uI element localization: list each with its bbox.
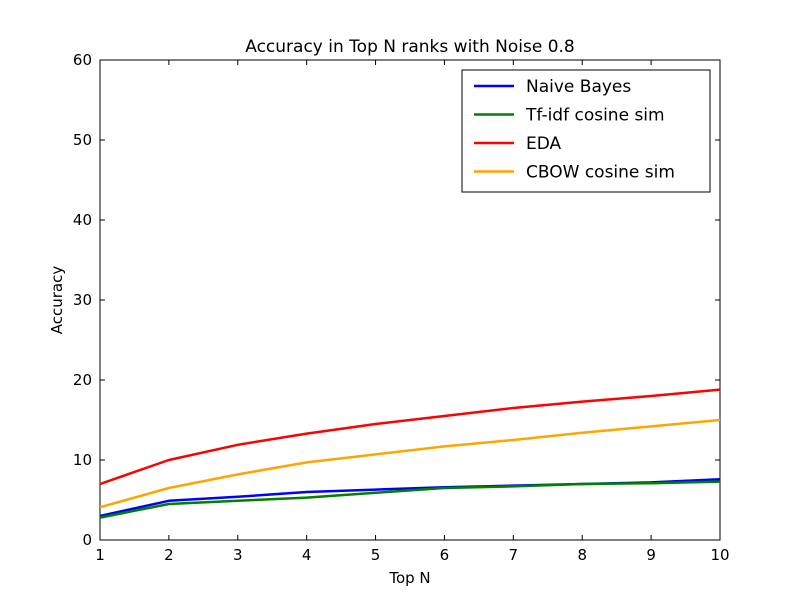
y-tick-label: 60 (73, 51, 92, 69)
legend-label: CBOW cosine sim (526, 163, 675, 183)
x-tick-label: 5 (371, 546, 381, 564)
x-tick-label: 6 (440, 546, 450, 564)
x-tick-label: 7 (509, 546, 519, 564)
legend: Naive Bayes Tf-idf cosine sim EDA CBOW cosi… (461, 69, 711, 193)
y-tick-label: 50 (73, 131, 92, 149)
x-axis-title: Top N (388, 569, 430, 587)
series-line-cbow-cosine-sim (99, 418, 721, 509)
y-tick-label: 40 (73, 211, 92, 229)
series-line-tf-idf-cosine-sim (99, 480, 721, 519)
x-tick-label: 8 (577, 546, 587, 564)
x-tick-label: 9 (646, 546, 656, 564)
series-layer (99, 388, 721, 519)
x-tick-label: 10 (710, 546, 729, 564)
chart-title: Accuracy in Top N ranks with Noise 0.8 (245, 37, 574, 57)
y-tick-label: 0 (82, 531, 92, 549)
legend-label: Naive Bayes (526, 77, 631, 97)
x-tick-label: 3 (233, 546, 243, 564)
y-tick-label: 20 (73, 371, 92, 389)
y-tick-label: 10 (73, 451, 92, 469)
legend-label: EDA (526, 134, 562, 154)
series-line-eda (99, 388, 721, 486)
y-tick-label: 30 (73, 291, 92, 309)
legend-label: Tf-idf cosine sim (525, 106, 665, 126)
y-axis-title: Accuracy (48, 266, 66, 335)
ticks-layer: 1 2 3 4 5 6 7 8 9 10 0 10 20 30 40 50 60 (73, 51, 730, 564)
x-tick-label: 1 (95, 546, 105, 564)
x-tick-label: 4 (302, 546, 312, 564)
x-tick-label: 2 (164, 546, 174, 564)
